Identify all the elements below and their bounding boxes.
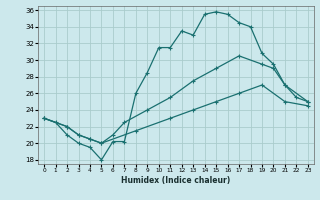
X-axis label: Humidex (Indice chaleur): Humidex (Indice chaleur)	[121, 176, 231, 185]
